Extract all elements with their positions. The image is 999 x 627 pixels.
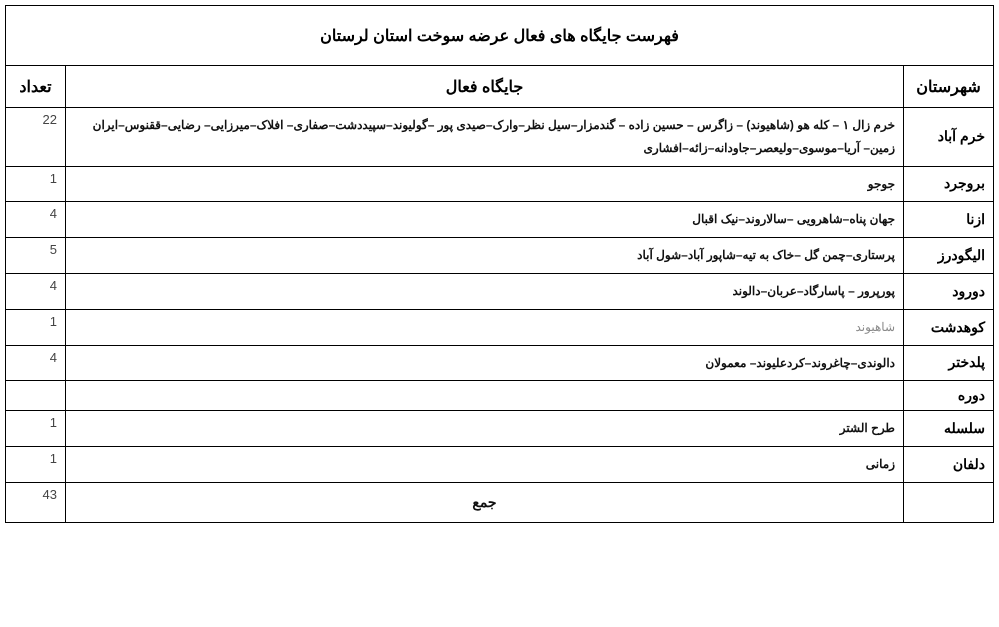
city-cell: کوهدشت [904,309,994,345]
station-cell [66,381,904,411]
station-cell: طرح الشتر [66,411,904,447]
fuel-stations-table: فهرست جایگاه های فعال عرضه سوخت استان لر… [5,5,994,523]
city-cell: سلسله [904,411,994,447]
count-cell: 4 [6,202,66,238]
station-cell: پورپرور – پاسارگاد–عربان–دالوند [66,273,904,309]
city-cell: بروجرد [904,166,994,202]
station-cell: جهان پناه–شاهرویی –سالاروند–نیک اقبال [66,202,904,238]
count-cell: 1 [6,411,66,447]
count-cell: 4 [6,273,66,309]
count-cell: 1 [6,447,66,483]
station-cell: خرم زال ۱ – کله هو (شاهیوند) – زاگرس – ح… [66,108,904,167]
city-cell: ازنا [904,202,994,238]
city-cell: الیگودرز [904,238,994,274]
header-city: شهرستان [904,66,994,108]
count-cell [6,381,66,411]
sum-value: 43 [6,482,66,522]
station-cell: جوجو [66,166,904,202]
header-station: جایگاه فعال [66,66,904,108]
city-cell: خرم آباد [904,108,994,167]
city-cell: دلفان [904,447,994,483]
count-cell: 5 [6,238,66,274]
station-cell: شاهیوند [66,309,904,345]
count-cell: 22 [6,108,66,167]
station-cell: دالوندی–چاغروند–کردعلیوند– معمولان [66,345,904,381]
count-cell: 1 [6,309,66,345]
count-cell: 1 [6,166,66,202]
station-cell: پرستاری–چمن گل –خاک به تیه–شاپور آباد–شو… [66,238,904,274]
table-title: فهرست جایگاه های فعال عرضه سوخت استان لر… [6,6,994,66]
sum-city-empty [904,482,994,522]
header-count: تعداد [6,66,66,108]
city-cell: پلدختر [904,345,994,381]
sum-label: جمع [66,482,904,522]
city-cell: دورود [904,273,994,309]
count-cell: 4 [6,345,66,381]
city-cell: دوره [904,381,994,411]
station-cell: زمانی [66,447,904,483]
